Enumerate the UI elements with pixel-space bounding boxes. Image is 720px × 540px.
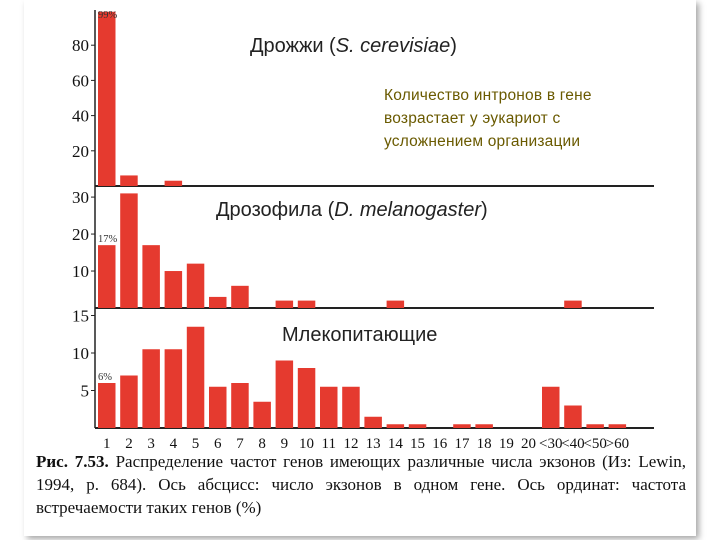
- x-tick-label: 3: [147, 436, 155, 452]
- x-tick-label: 5: [192, 436, 200, 452]
- y-tick-label: 10: [72, 344, 89, 363]
- bar: [608, 424, 627, 428]
- x-tick-label: 9: [281, 436, 289, 452]
- x-tick-label: 11: [322, 436, 336, 452]
- bar: [364, 416, 382, 428]
- bar: [142, 349, 160, 428]
- y-tick-label: 80: [72, 36, 89, 55]
- x-tick-label: 15: [410, 436, 425, 452]
- y-tick-label: 15: [72, 307, 89, 326]
- x-tick-label: 18: [477, 436, 492, 452]
- caption-text: Распределение частот генов имеющих разли…: [36, 452, 686, 517]
- panel-title: Дрозофила (D. melanogaster): [216, 199, 488, 221]
- bar: [142, 245, 160, 308]
- x-tick-label: <40: [561, 436, 584, 452]
- bar: [275, 360, 294, 428]
- bar: [164, 349, 183, 428]
- panel-title: Млекопитающие: [282, 324, 437, 346]
- x-tick-label: 2: [125, 436, 133, 452]
- bar: [209, 386, 227, 428]
- bar: [186, 263, 205, 308]
- bar: [164, 271, 183, 308]
- bar: [164, 180, 183, 186]
- bar: [386, 300, 405, 308]
- x-tick-label: 7: [236, 436, 244, 452]
- bar: [320, 386, 338, 428]
- bar: [297, 368, 316, 428]
- x-tick-label: 20: [521, 436, 536, 452]
- x-tick-label: 17: [454, 436, 470, 452]
- x-tick-label: 10: [299, 436, 314, 452]
- bar: [253, 401, 271, 428]
- x-tick-label: 1: [103, 436, 111, 452]
- x-tick-label: 4: [170, 436, 178, 452]
- y-tick-label: 20: [72, 225, 89, 244]
- bar-label: 99%: [98, 10, 118, 21]
- bar: [453, 424, 471, 428]
- annotation-line: возрастает у эукариот с: [384, 110, 561, 127]
- bar: [231, 285, 249, 308]
- bar: [98, 245, 116, 308]
- x-tick-label: 16: [432, 436, 448, 452]
- y-tick-label: 10: [72, 262, 89, 281]
- y-tick-label: 60: [72, 71, 89, 90]
- bar: [564, 300, 582, 308]
- panel-title: Дрожжи (S. cerevisiae): [250, 35, 457, 57]
- x-tick-label: >60: [606, 436, 629, 452]
- x-tick-label: 8: [258, 436, 266, 452]
- bar: [297, 300, 316, 308]
- bar-label: 6%: [98, 372, 112, 383]
- bar-label: 17%: [98, 234, 118, 245]
- bar: [120, 175, 138, 186]
- bar: [98, 11, 116, 187]
- bar: [120, 375, 138, 428]
- bar: [120, 193, 138, 308]
- y-tick-label: 20: [72, 142, 89, 161]
- bar: [408, 424, 427, 428]
- figure-caption: Рис. 7.53. Распределение частот генов им…: [36, 450, 686, 519]
- y-tick-label: 5: [81, 382, 90, 401]
- annotation-line: Количество интронов в гене: [384, 87, 592, 104]
- bar: [564, 405, 582, 428]
- bar: [475, 424, 493, 428]
- bar: [275, 300, 294, 308]
- x-tick-label: <30: [539, 436, 562, 452]
- x-tick-label: 6: [214, 436, 222, 452]
- x-tick-label: 19: [499, 436, 514, 452]
- bar: [98, 383, 116, 428]
- bar: [209, 296, 227, 308]
- y-tick-label: 30: [72, 188, 89, 207]
- bar: [386, 424, 405, 428]
- x-tick-label: <50: [583, 436, 606, 452]
- bar: [586, 424, 604, 428]
- y-tick-label: 40: [72, 107, 89, 126]
- annotation-text: Количество интронов в гене возрастает у …: [384, 84, 684, 153]
- figure-label: Рис. 7.53.: [36, 452, 109, 471]
- x-tick-label: 12: [343, 436, 358, 452]
- x-tick-label: 13: [366, 436, 381, 452]
- bar: [186, 326, 205, 428]
- annotation-line: усложнением организации: [384, 133, 581, 150]
- x-tick-label: 14: [388, 436, 404, 452]
- bar: [231, 383, 249, 428]
- bar: [542, 386, 560, 428]
- bar: [342, 386, 360, 428]
